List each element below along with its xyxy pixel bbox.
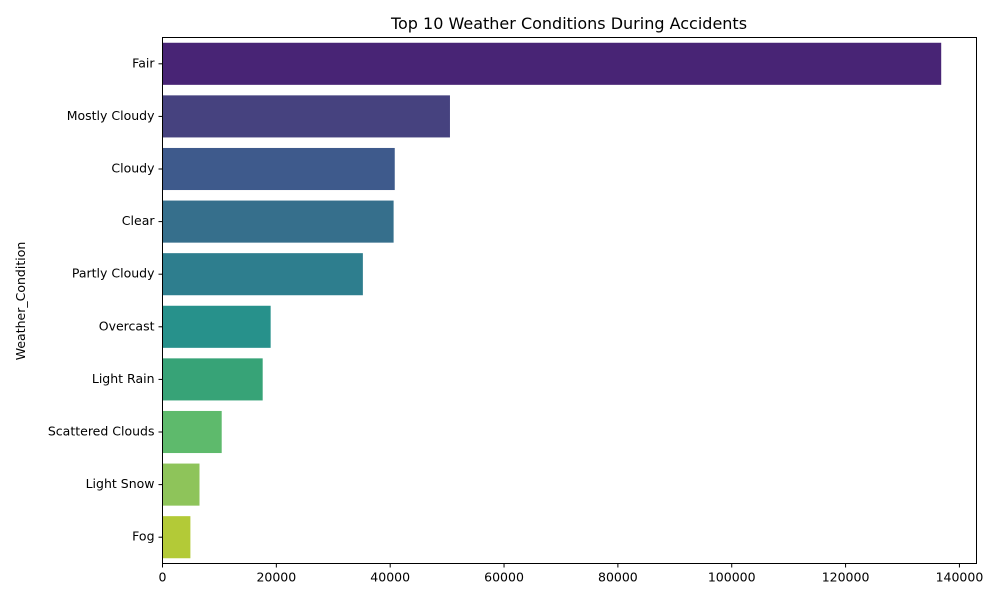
y-axis-label: Weather_Condition [13,242,28,361]
x-tick-label: 0 [159,570,167,585]
bar-scattered-clouds [162,410,222,454]
bar-clear [162,200,394,243]
y-tick-label: Fair [132,55,155,70]
bars-layer [162,42,942,559]
y-tick-label: Overcast [99,318,155,333]
x-tick-label: 20000 [256,570,296,585]
y-tick-label: Light Snow [86,476,155,491]
y-tick-label: Scattered Clouds [48,424,155,439]
bar-overcast [162,305,271,348]
x-tick-label: 100000 [708,570,756,585]
bar-fair [162,42,942,85]
chart-title: Top 10 Weather Conditions During Acciden… [390,14,747,33]
bar-fog [162,516,191,559]
bar-partly-cloudy [162,253,363,296]
ticks-layer: Fair Mostly Cloudy Cloudy Clear Partly Cloud… [48,55,983,584]
x-tick-label: 40000 [370,570,410,585]
plot-frame [162,37,977,564]
y-tick-label: Fog [132,529,154,544]
x-tick-label: 140000 [936,570,984,585]
bar-cloudy [162,147,395,191]
y-tick-label: Light Rain [92,371,155,386]
x-tick-label: 60000 [484,570,524,585]
y-tick-label: Cloudy [111,161,155,176]
x-tick-label: 120000 [822,570,870,585]
bar-mostly-cloudy [162,95,450,138]
y-tick-label: Partly Cloudy [72,266,155,281]
bar-light-rain [162,358,263,401]
bar-light-snow [162,463,200,506]
x-tick-label: 80000 [598,570,638,585]
y-tick-label: Clear [122,213,156,228]
y-tick-label: Mostly Cloudy [67,108,155,123]
